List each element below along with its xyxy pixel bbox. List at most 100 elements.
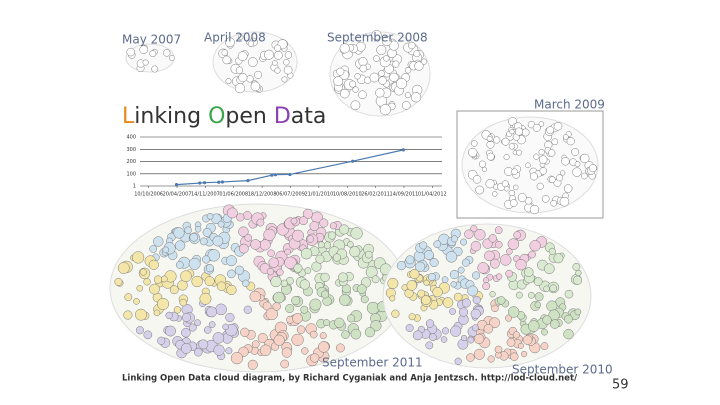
cloud-node [410, 92, 422, 103]
cloud-node [149, 245, 158, 253]
cloud-node [467, 336, 475, 344]
data-point [270, 173, 274, 177]
cloud-node [408, 41, 416, 50]
cloud-node [280, 279, 288, 287]
cloud-node [273, 291, 285, 304]
cloud-node [525, 162, 531, 169]
x-tick-label: 20/04/2007 [163, 192, 192, 198]
cloud-node [237, 34, 244, 40]
cloud-node [304, 267, 312, 274]
cloud-node [199, 292, 212, 305]
cloud-node [471, 140, 478, 147]
cloud-node [488, 234, 497, 243]
cloud-node [470, 308, 481, 319]
cloud-node [284, 248, 291, 256]
cloud-node [240, 327, 250, 337]
cloud-node [473, 333, 485, 344]
cloud-node [404, 67, 412, 74]
cloud-node [574, 308, 582, 316]
cloud-node [265, 307, 278, 321]
cloud-node [283, 65, 293, 75]
cloud-node [486, 152, 495, 161]
cloud-node [359, 64, 368, 73]
cloud-node [477, 262, 489, 274]
cloud-node [203, 326, 212, 334]
x-tick-label: 10/08/2010 [333, 192, 362, 198]
cloud-node [538, 121, 545, 127]
cloud-node [506, 338, 516, 347]
cloud-node [165, 311, 173, 320]
cloud-node [281, 347, 292, 358]
cloud-label: April 2008 [204, 31, 266, 45]
cloud-node [139, 268, 147, 276]
title-rest: inking [134, 104, 201, 129]
cloud-node [194, 225, 202, 233]
cloud-node [280, 359, 290, 369]
cloud-node [222, 55, 232, 65]
cloud-node [237, 51, 248, 62]
cloud-node [227, 269, 236, 279]
cloud-node [173, 306, 182, 314]
cloud-node [425, 319, 435, 328]
cloud-node [429, 257, 439, 268]
cloud-node [329, 222, 337, 230]
cloud-node [450, 281, 457, 288]
cloud-node [506, 248, 513, 255]
cloud-node [180, 270, 192, 282]
cloud-node [509, 129, 515, 135]
cloud-node [405, 255, 415, 265]
cloud-node [270, 275, 282, 288]
cloud-node [202, 255, 211, 264]
cloud-node [543, 263, 555, 275]
cloud-node [486, 135, 493, 142]
cloud-node [156, 297, 170, 310]
cloud-node [566, 137, 575, 146]
cloud-node [225, 37, 235, 48]
cloud-node [470, 240, 482, 252]
cloud-node [206, 306, 218, 318]
cloud-node [564, 314, 573, 324]
cloud-node [256, 218, 265, 227]
cloud-node [259, 344, 272, 357]
cloud-node [153, 309, 161, 317]
y-tick-label: 100 [126, 171, 136, 177]
cloud-node [484, 250, 495, 262]
cloud-node [478, 160, 486, 168]
x-tick-label: 26/02/2011 [361, 192, 390, 198]
chart: 1 100 200 300 400 10/10/2006 20/04/2007 14/11/2… [126, 135, 446, 198]
cloud-node [539, 167, 547, 175]
cloud-node [543, 285, 550, 292]
cloud-node [300, 305, 309, 314]
cloud-node [205, 264, 215, 273]
cloud-node [396, 78, 408, 89]
cloud-node [467, 285, 479, 297]
data-point [202, 181, 207, 185]
cloud-node [188, 323, 197, 332]
x-tick-label: 14/11/2007 [191, 192, 220, 198]
cloud-node [527, 320, 540, 332]
cloud-node [371, 275, 380, 284]
cloud-node [414, 61, 424, 71]
cloud-node [559, 196, 570, 207]
series-line [176, 149, 404, 186]
cloud-node [489, 317, 500, 329]
cloud-node [225, 312, 235, 323]
cloud-node [319, 218, 329, 228]
cloud-node [536, 182, 544, 190]
x-tick-label: 21/01/2010 [304, 192, 333, 198]
cloud-node [284, 256, 297, 270]
cloud-node [546, 126, 555, 134]
cloud-node [135, 326, 144, 335]
cloud-node [415, 261, 426, 272]
cloud-node [184, 226, 192, 234]
cloud-node [548, 247, 556, 255]
cloud-node [365, 266, 378, 279]
cloud-node [483, 324, 494, 334]
cloud-node [273, 334, 285, 346]
cloud-node [549, 284, 558, 293]
cloud-node [188, 257, 201, 270]
cloud-node [513, 231, 521, 239]
cloud-node [347, 241, 354, 248]
cloud-node [234, 83, 246, 94]
